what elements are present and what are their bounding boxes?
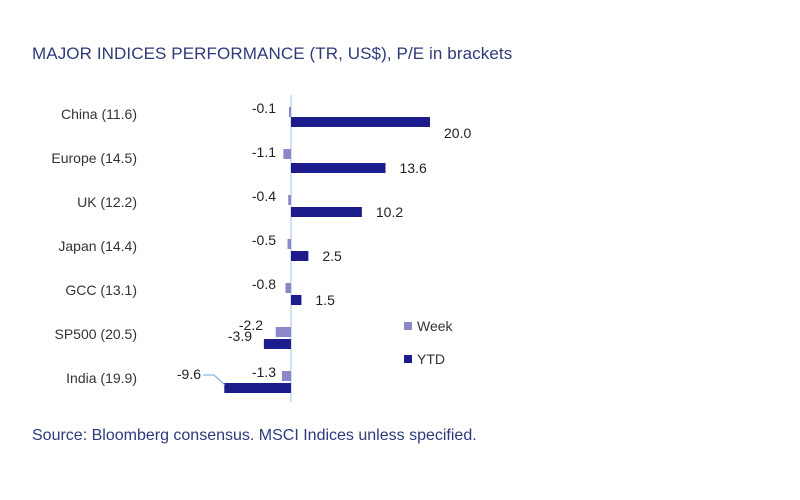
category-label: GCC (13.1) [65,282,137,298]
week-value-label: -2.2 [239,317,263,333]
ytd-value-label: 13.6 [400,160,427,176]
ytd-value-label: -3.9 [228,328,252,344]
ytd-bar [291,295,302,305]
ytd-value-label: 2.5 [322,248,342,264]
ytd-bar [291,251,309,261]
category-label: India (19.9) [66,370,137,386]
bar-chart: China (11.6) -0.1 20.0 Europe (14.5) -1.1 13.… [51,95,471,402]
ytd-value-label: -9.6 [177,366,201,382]
legend-swatch-week [404,322,412,330]
week-value-label: -0.5 [252,232,276,248]
week-bar [288,195,291,205]
ytd-bar [224,383,291,393]
week-value-label: -1.3 [252,364,276,380]
week-bar [283,149,291,159]
legend-label-ytd: YTD [417,351,445,367]
week-value-label: -0.4 [252,188,276,204]
ytd-bar [291,207,362,217]
week-bar [275,327,291,337]
ytd-value-label: 1.5 [315,292,335,308]
ytd-bar [291,117,430,127]
week-bar [289,107,291,117]
category-label: China (11.6) [61,106,137,122]
leader-line [203,374,226,386]
week-bar [285,283,291,293]
category-label: Japan (14.4) [58,238,137,254]
week-bar [281,371,291,381]
category-label: UK (12.2) [77,194,137,210]
week-value-label: -0.1 [252,100,276,116]
legend-swatch-ytd [404,355,412,363]
ytd-value-label: 10.2 [376,204,403,220]
week-value-label: -1.1 [252,144,276,160]
week-bar [287,239,291,249]
category-label: Europe (14.5) [51,150,137,166]
source-note: Source: Bloomberg consensus. MSCI Indice… [32,427,477,444]
ytd-bar [263,339,291,349]
ytd-value-label: 20.0 [444,125,471,141]
chart-title: MAJOR INDICES PERFORMANCE (TR, US$), P/E… [32,44,513,63]
category-label: SP500 (20.5) [55,326,138,342]
legend-label-week: Week [417,318,454,334]
week-value-label: -0.8 [252,276,276,292]
ytd-bar [291,163,386,173]
